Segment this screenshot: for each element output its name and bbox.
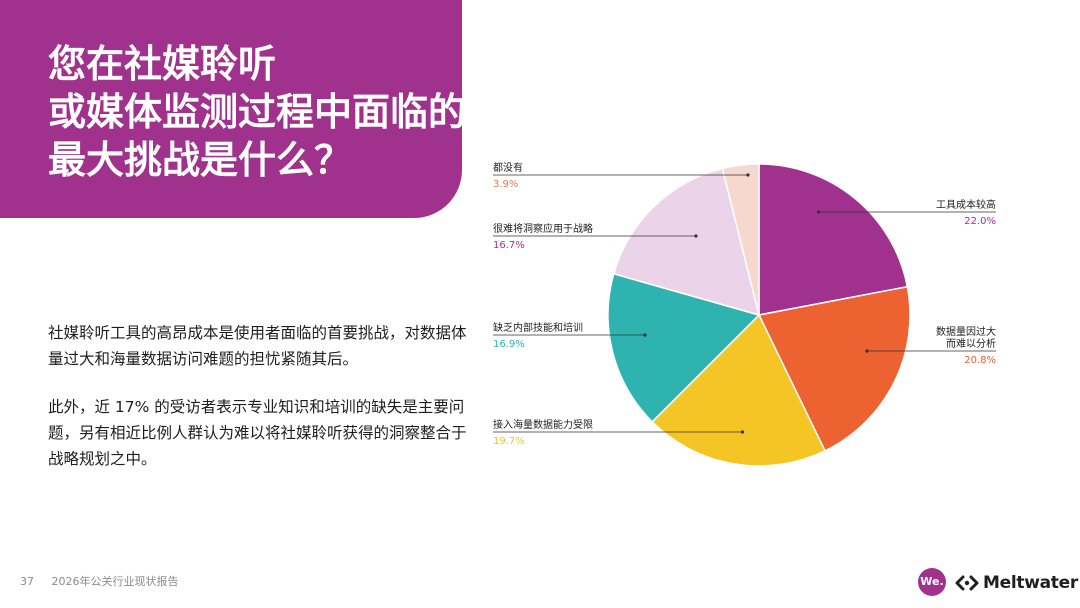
slice-label-1-line-0: 数据量因过大 (936, 325, 996, 338)
leader-dot-2 (740, 430, 745, 434)
slice-value-0: 22.0% (964, 216, 996, 227)
title-panel (0, 0, 462, 218)
slice-label-0: 工具成本较高 (936, 198, 996, 211)
slice-label-2: 接入海量数据能力受限 (493, 418, 593, 431)
we-logo: We. (918, 568, 946, 596)
leader-dot-5 (746, 173, 750, 177)
slice-value-2: 19.7% (493, 436, 525, 447)
meltwater-wordmark: Meltwater (983, 573, 1078, 593)
leader-dot-0 (817, 210, 821, 214)
leader-dot-4 (694, 234, 698, 238)
pie-slice-3 (607, 272, 761, 423)
slice-label-3: 缺乏内部技能和培训 (493, 321, 583, 334)
page-title-line-3: 最大挑战是什么？ (48, 138, 353, 182)
pie-slice-1 (757, 285, 911, 452)
pie-slice-2 (651, 313, 827, 467)
pie-slice-5 (721, 163, 760, 316)
page-title-line-1: 您在社媒聆听 (48, 42, 277, 86)
footer: 37 2026年公关行业现状报告 (20, 573, 179, 589)
slice-value-3: 16.9% (493, 339, 525, 350)
slice-value-4: 16.7% (493, 240, 525, 251)
leader-dot-1 (865, 349, 869, 353)
body-paragraph-2: 此外，近 17% 的受访者表示专业知识和培训的缺失是主要问题，另有相近比例人群认… (48, 398, 467, 468)
pie-slice-4 (612, 167, 761, 317)
slice-label-5: 都没有 (493, 161, 523, 174)
slice-value-1: 20.8% (964, 355, 996, 366)
page-title-line-2: 或媒体监测过程中面临的 (48, 90, 467, 134)
slice-value-5: 3.9% (493, 179, 518, 190)
slice-label-1-line-1: 而难以分析 (946, 337, 996, 350)
body-paragraph-1: 社媒聆听工具的高昂成本是使用者面临的首要挑战，对数据体量过大和海量数据访问难题的… (48, 324, 467, 368)
leader-dot-3 (643, 333, 647, 337)
meltwater-mark-icon (955, 575, 979, 591)
report-title: 2026年公关行业现状报告 (51, 575, 179, 588)
pie-slice-0 (758, 163, 909, 316)
meltwater-logo: Meltwater (954, 572, 1078, 594)
page-number: 37 (20, 575, 34, 588)
slice-label-4: 很难将洞察应用于战略 (493, 222, 593, 235)
